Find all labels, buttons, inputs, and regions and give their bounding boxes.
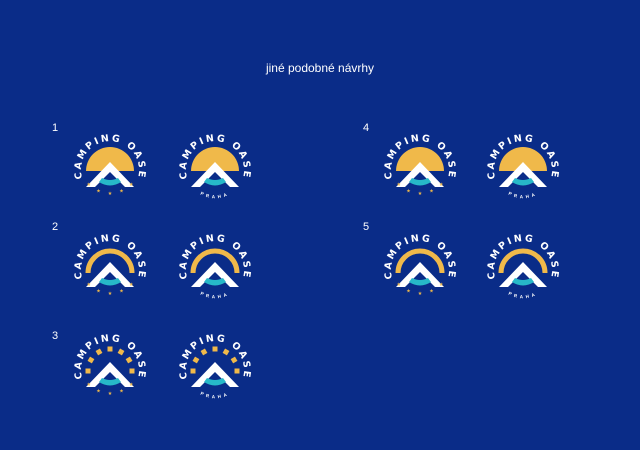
star-icon: ★ <box>429 289 434 295</box>
sun-square <box>129 368 135 374</box>
mountain <box>396 162 444 187</box>
sun-square <box>117 348 125 356</box>
star-icon: ★ <box>129 282 134 288</box>
star-icon: ★ <box>129 382 134 388</box>
star-icon: ★ <box>119 289 124 295</box>
sun-square <box>87 356 95 364</box>
mountain <box>499 262 547 287</box>
water-wave <box>512 178 534 186</box>
mountain <box>191 262 239 287</box>
sun-square <box>85 368 91 374</box>
sun-square <box>107 346 113 352</box>
star-icon: ★ <box>96 289 101 295</box>
mountain <box>396 262 444 287</box>
sun-ring <box>498 248 548 274</box>
subtitle-text: PRAHA <box>200 191 231 199</box>
mountain <box>86 362 134 387</box>
logo-stars: CAMPING OASE ★ ★ ★ ★ ★ <box>68 221 152 305</box>
sun-ring <box>395 248 445 274</box>
logo-praha: CAMPING OASE PRAHA <box>481 221 565 305</box>
star-icon: ★ <box>108 191 113 197</box>
star-icon: ★ <box>96 189 101 195</box>
star-icon: ★ <box>129 182 134 188</box>
water-wave <box>409 178 431 186</box>
star-icon: ★ <box>439 182 444 188</box>
brand-text: CAMPING OASE <box>73 233 148 280</box>
logo-praha: CAMPING OASE PRAHA <box>481 121 565 205</box>
variant-number: 4 <box>363 122 370 134</box>
sun-square <box>125 356 133 364</box>
logo-praha: CAMPING OASE PRAHA <box>173 321 257 405</box>
sun-square <box>230 356 238 364</box>
star-icon: ★ <box>87 382 92 388</box>
sun-ring <box>85 248 135 274</box>
star-icon: ★ <box>108 291 113 297</box>
sun-disc <box>86 147 134 171</box>
star-icon: ★ <box>96 389 101 395</box>
subtitle-text: PRAHA <box>200 291 231 299</box>
logo-praha: CAMPING OASE PRAHA <box>173 121 257 205</box>
star-icon: ★ <box>87 282 92 288</box>
star-icon: ★ <box>119 389 124 395</box>
water-wave <box>99 378 121 386</box>
water-wave <box>204 378 226 386</box>
subtitle-text: PRAHA <box>508 291 539 299</box>
variant-number: 1 <box>52 122 59 134</box>
sun-disc <box>499 147 547 171</box>
star-icon: ★ <box>418 191 423 197</box>
water-wave <box>204 178 226 186</box>
sun-square <box>222 348 230 356</box>
sun-square <box>190 368 196 374</box>
sun-square <box>95 348 103 356</box>
brand-text: CAMPING OASE <box>178 333 253 380</box>
logo-stars: CAMPING OASE ★ ★ ★ ★ ★ <box>378 221 462 305</box>
sun-disc <box>191 147 239 171</box>
star-icon: ★ <box>397 282 402 288</box>
brand-text: CAMPING OASE <box>486 233 561 280</box>
logo-stars: CAMPING OASE ★ ★ ★ ★ ★ <box>378 121 462 205</box>
variant-number: 3 <box>52 330 59 342</box>
variant-number: 5 <box>363 221 370 233</box>
mountain <box>191 362 239 387</box>
star-icon: ★ <box>439 282 444 288</box>
logo-stars: CAMPING OASE ★ ★ ★ ★ ★ <box>68 121 152 205</box>
logo-praha: CAMPING OASE PRAHA <box>173 221 257 305</box>
star-icon: ★ <box>108 391 113 397</box>
sun-ring <box>190 248 240 274</box>
sun-square <box>212 346 218 352</box>
star-icon: ★ <box>418 291 423 297</box>
water-wave <box>99 178 121 186</box>
star-icon: ★ <box>119 189 124 195</box>
water-wave <box>204 278 226 286</box>
variant-number: 2 <box>52 221 59 233</box>
sun-square <box>192 356 200 364</box>
sun-disc <box>396 147 444 171</box>
mountain <box>86 262 134 287</box>
brand-text: CAMPING OASE <box>178 233 253 280</box>
star-icon: ★ <box>406 289 411 295</box>
logo-stars: CAMPING OASE ★ ★ ★ ★ ★ <box>68 321 152 405</box>
brand-text: CAMPING OASE <box>383 233 458 280</box>
water-wave <box>409 278 431 286</box>
mountain <box>86 162 134 187</box>
water-wave <box>99 278 121 286</box>
subtitle-text: PRAHA <box>200 391 231 399</box>
page-title: jiné podobné návrhy <box>265 61 375 75</box>
subtitle-text: PRAHA <box>508 191 539 199</box>
star-icon: ★ <box>429 189 434 195</box>
sun-square <box>234 368 240 374</box>
star-icon: ★ <box>397 182 402 188</box>
sun-square <box>200 348 208 356</box>
star-icon: ★ <box>406 189 411 195</box>
star-icon: ★ <box>87 182 92 188</box>
mountain <box>191 162 239 187</box>
water-wave <box>512 278 534 286</box>
mountain <box>499 162 547 187</box>
brand-text: CAMPING OASE <box>73 333 148 380</box>
